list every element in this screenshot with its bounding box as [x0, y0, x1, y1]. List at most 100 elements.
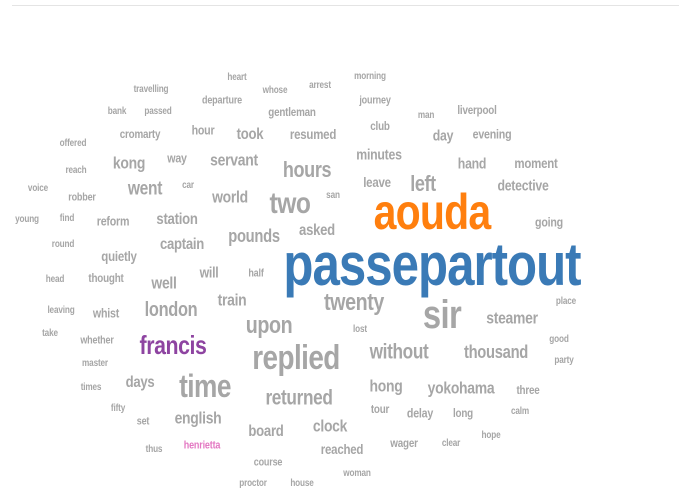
cloud-word-london: london [144, 299, 198, 321]
cloud-word-man: man [417, 110, 435, 121]
cloud-word-clock: clock [312, 416, 348, 436]
cloud-word-without: without [369, 340, 429, 364]
cloud-word-returned: returned [265, 386, 333, 410]
cloud-word-passed: passed [144, 106, 172, 117]
cloud-word-three: three [516, 383, 540, 397]
cloud-word-leave: leave [363, 174, 391, 190]
cloud-word-half: half [248, 267, 264, 280]
cloud-word-good: good [549, 334, 569, 345]
cloud-word-heart: heart [227, 72, 247, 83]
cloud-word-course: course [253, 456, 283, 469]
cloud-word-arrest: arrest [309, 80, 331, 91]
cloud-word-servant: servant [210, 150, 258, 170]
cloud-word-place: place [555, 296, 577, 307]
cloud-word-sir: sir [422, 293, 462, 337]
cloud-word-departure: departure [202, 94, 242, 107]
cloud-word-hong: hong [369, 376, 403, 396]
cloud-word-replied: replied [252, 339, 340, 377]
cloud-word-robber: robber [68, 191, 96, 204]
cloud-word-kong: kong [112, 153, 146, 173]
cloud-word-thought: thought [88, 271, 124, 285]
cloud-word-way: way [167, 150, 187, 166]
cloud-word-gentleman: gentleman [268, 105, 316, 119]
cloud-word-reach: reach [65, 165, 87, 176]
cloud-word-day: day [432, 127, 454, 145]
cloud-word-fifty: fifty [110, 403, 126, 414]
cloud-word-woman: woman [343, 468, 371, 479]
cloud-word-young: young [15, 214, 39, 225]
cloud-word-pounds: pounds [228, 226, 280, 246]
cloud-word-reached: reached [320, 441, 364, 457]
cloud-word-whose: whose [262, 85, 288, 96]
cloud-word-whist: whist [92, 305, 120, 321]
cloud-word-find: find [59, 213, 75, 224]
cloud-word-san: san [326, 190, 340, 201]
cloud-word-hope: hope [481, 430, 501, 441]
cloud-word-clear: clear [441, 438, 461, 449]
cloud-word-master: master [82, 358, 108, 369]
cloud-word-resumed: resumed [289, 126, 337, 142]
cloud-word-thousand: thousand [463, 342, 529, 362]
cloud-word-minutes: minutes [356, 146, 402, 164]
cloud-word-whether: whether [80, 334, 114, 347]
cloud-word-quietly: quietly [101, 248, 137, 264]
cloud-word-head: head [45, 274, 65, 285]
cloud-word-times: times [80, 382, 102, 393]
cloud-word-take: take [42, 328, 58, 339]
cloud-word-long: long [453, 406, 473, 420]
cloud-word-travelling: travelling [133, 84, 169, 95]
cloud-word-twenty: twenty [324, 289, 384, 316]
cloud-word-english: english [174, 408, 222, 428]
cloud-word-lost: lost [353, 324, 367, 335]
cloud-word-voice: voice [27, 183, 49, 194]
cloud-word-hours: hours [282, 157, 332, 182]
cloud-word-tour: tour [370, 402, 390, 416]
cloud-word-set: set [136, 415, 150, 428]
cloud-word-aouda: aouda [373, 184, 491, 240]
cloud-word-leaving: leaving [47, 305, 75, 316]
cloud-word-well: well [151, 273, 177, 293]
cloud-word-will: will [199, 264, 219, 282]
cloud-word-house: house [290, 478, 314, 489]
cloud-word-journey: journey [359, 94, 391, 107]
cloud-word-offered: offered [59, 138, 87, 149]
cloud-word-left: left [410, 171, 436, 196]
cloud-word-yokohama: yokohama [427, 378, 495, 398]
cloud-word-asked: asked [299, 222, 335, 239]
cloud-word-club: club [370, 119, 390, 133]
cloud-word-liverpool: liverpool [457, 103, 497, 117]
cloud-word-upon: upon [245, 312, 293, 339]
cloud-word-took: took [236, 126, 264, 143]
cloud-word-board: board [248, 423, 284, 440]
cloud-word-morning: morning [354, 71, 386, 82]
cloud-word-going: going [535, 214, 563, 230]
cloud-word-two: two [269, 187, 311, 220]
cloud-word-steamer: steamer [486, 308, 538, 328]
cloud-word-delay: delay [406, 405, 434, 421]
cloud-word-evening: evening [472, 126, 512, 142]
cloud-word-days: days [125, 374, 155, 391]
cloud-word-captain: captain [159, 236, 205, 253]
top-divider [12, 5, 679, 6]
cloud-word-bank: bank [107, 106, 127, 117]
cloud-word-wager: wager [390, 436, 418, 450]
cloud-word-moment: moment [514, 155, 558, 171]
cloud-word-cromarty: cromarty [119, 127, 161, 141]
cloud-word-time: time [179, 368, 231, 404]
cloud-word-francis: francis [139, 330, 207, 360]
cloud-word-went: went [127, 178, 163, 200]
cloud-word-thus: thus [145, 444, 163, 455]
cloud-word-reform: reform [96, 213, 130, 229]
cloud-word-proctor: proctor [239, 478, 267, 489]
cloud-word-henrietta: henrietta [183, 439, 221, 452]
cloud-word-world: world [212, 187, 248, 207]
cloud-word-party: party [554, 355, 574, 366]
cloud-word-round: round [51, 239, 75, 250]
cloud-word-hand: hand [457, 155, 487, 173]
cloud-word-car: car [182, 180, 194, 191]
cloud-word-detective: detective [497, 177, 549, 195]
cloud-word-calm: calm [510, 406, 530, 417]
cloud-word-train: train [217, 290, 247, 310]
cloud-word-hour: hour [191, 122, 215, 138]
